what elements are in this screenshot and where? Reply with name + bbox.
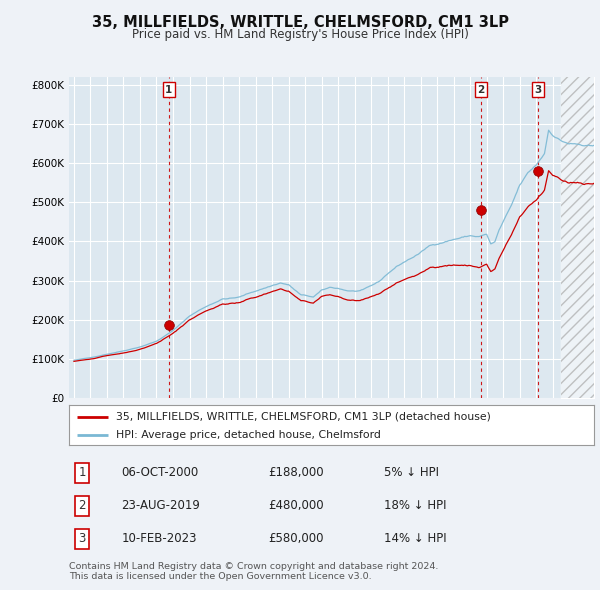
Text: 35, MILLFIELDS, WRITTLE, CHELMSFORD, CM1 3LP: 35, MILLFIELDS, WRITTLE, CHELMSFORD, CM1…: [91, 15, 509, 30]
Bar: [561, 77, 594, 398]
Text: 10-FEB-2023: 10-FEB-2023: [121, 532, 197, 546]
Text: 1: 1: [79, 466, 86, 480]
Text: 2: 2: [477, 85, 485, 95]
Text: 2: 2: [79, 499, 86, 513]
Text: 14% ↓ HPI: 14% ↓ HPI: [384, 532, 446, 546]
Text: Contains HM Land Registry data © Crown copyright and database right 2024.
This d: Contains HM Land Registry data © Crown c…: [69, 562, 439, 581]
Text: 3: 3: [534, 85, 541, 95]
Text: 35, MILLFIELDS, WRITTLE, CHELMSFORD, CM1 3LP (detached house): 35, MILLFIELDS, WRITTLE, CHELMSFORD, CM1…: [116, 412, 491, 422]
Text: £188,000: £188,000: [269, 466, 324, 480]
Text: 5% ↓ HPI: 5% ↓ HPI: [384, 466, 439, 480]
Text: 3: 3: [79, 532, 86, 546]
Text: £480,000: £480,000: [269, 499, 324, 513]
Text: HPI: Average price, detached house, Chelmsford: HPI: Average price, detached house, Chel…: [116, 431, 381, 440]
Text: 18% ↓ HPI: 18% ↓ HPI: [384, 499, 446, 513]
Text: 1: 1: [165, 85, 173, 95]
Text: £580,000: £580,000: [269, 532, 324, 546]
Text: 06-OCT-2000: 06-OCT-2000: [121, 466, 199, 480]
Text: Price paid vs. HM Land Registry's House Price Index (HPI): Price paid vs. HM Land Registry's House …: [131, 28, 469, 41]
Text: 23-AUG-2019: 23-AUG-2019: [121, 499, 200, 513]
